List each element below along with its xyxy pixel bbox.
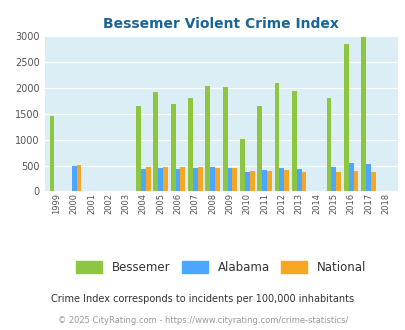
Bar xyxy=(279,168,284,191)
Bar xyxy=(170,104,175,191)
Bar xyxy=(180,167,185,191)
Bar xyxy=(205,86,210,191)
Bar xyxy=(326,98,330,191)
Bar xyxy=(244,172,249,191)
Bar xyxy=(262,170,266,191)
Bar xyxy=(239,139,244,191)
Text: Crime Index corresponds to incidents per 100,000 inhabitants: Crime Index corresponds to incidents per… xyxy=(51,294,354,304)
Title: Bessemer Violent Crime Index: Bessemer Violent Crime Index xyxy=(103,17,338,31)
Bar xyxy=(249,171,254,191)
Bar xyxy=(145,167,150,191)
Bar xyxy=(335,172,340,191)
Bar xyxy=(348,163,353,191)
Bar xyxy=(197,167,202,191)
Legend: Bessemer, Alabama, National: Bessemer, Alabama, National xyxy=(71,256,370,279)
Bar xyxy=(76,165,81,191)
Bar xyxy=(188,98,192,191)
Bar xyxy=(343,44,348,191)
Bar xyxy=(49,116,54,191)
Bar xyxy=(360,37,365,191)
Bar xyxy=(353,171,358,191)
Bar xyxy=(141,169,145,191)
Bar xyxy=(370,172,375,191)
Bar xyxy=(365,164,370,191)
Bar xyxy=(136,106,141,191)
Bar xyxy=(227,168,232,191)
Text: © 2025 CityRating.com - https://www.cityrating.com/crime-statistics/: © 2025 CityRating.com - https://www.city… xyxy=(58,316,347,325)
Bar xyxy=(330,167,335,191)
Bar xyxy=(257,106,262,191)
Bar xyxy=(284,170,288,191)
Bar xyxy=(232,168,237,191)
Bar xyxy=(274,83,279,191)
Bar xyxy=(301,172,306,191)
Bar xyxy=(192,168,197,191)
Bar xyxy=(215,168,220,191)
Bar xyxy=(158,168,163,191)
Bar xyxy=(222,87,227,191)
Bar xyxy=(153,92,158,191)
Bar xyxy=(163,167,168,191)
Bar xyxy=(291,91,296,191)
Bar xyxy=(72,166,76,191)
Bar xyxy=(175,169,180,191)
Bar xyxy=(266,171,271,191)
Bar xyxy=(210,167,215,191)
Bar xyxy=(296,169,301,191)
